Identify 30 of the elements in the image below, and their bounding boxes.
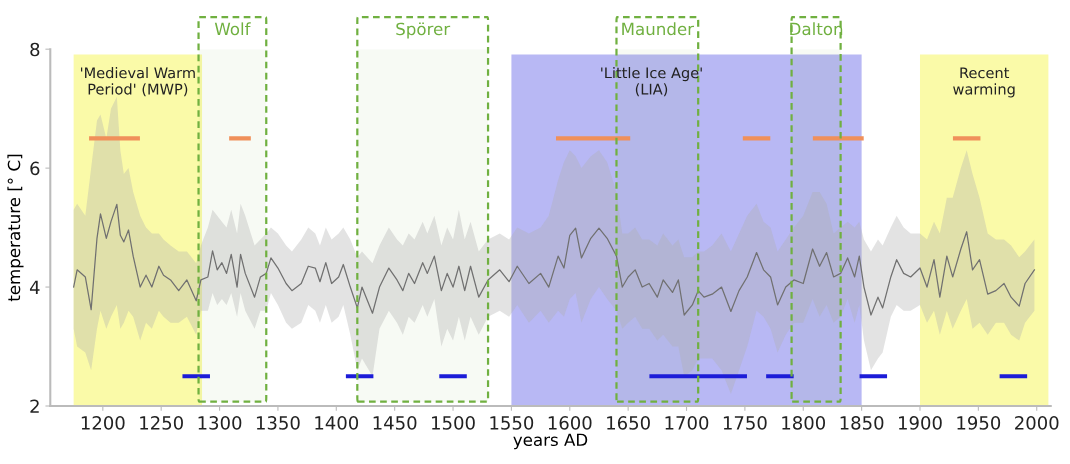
x-tick-label: 2000 [1015, 416, 1059, 430]
band-label: Spörer [396, 22, 451, 39]
x-tick-label: 1550 [490, 416, 534, 430]
x-tick-label: 1650 [607, 416, 650, 430]
x-tick-label: 1600 [548, 416, 592, 430]
x-tick-label: 1750 [723, 416, 767, 430]
x-tick-label: 1400 [315, 416, 359, 430]
x-tick-label: 1250 [140, 416, 183, 430]
y-tick-label: 2 [30, 399, 39, 413]
band-label: Recent warming [953, 67, 1015, 98]
y-axis-title: temperature [° C] [7, 154, 24, 302]
band-label: Maunder [622, 22, 695, 36]
x-tick-label: 1850 [840, 416, 884, 430]
x-tick-label: 1200 [81, 416, 125, 430]
band-label: Wolf [214, 22, 251, 36]
y-tick-label: 6 [30, 161, 40, 176]
x-tick-label: 1500 [432, 416, 475, 430]
x-tick-label: 1900 [899, 416, 942, 430]
x-tick-label: 1950 [957, 416, 1001, 430]
y-tick-label: 8 [30, 42, 40, 57]
x-tick-label: 1800 [782, 416, 826, 430]
x-tick-label: 1450 [373, 416, 417, 430]
x-tick-label: 1700 [665, 416, 709, 430]
line-series [73, 203, 1036, 316]
band-label: 'Little Ice Age' (LIA) [601, 67, 702, 97]
band-label: 'Medieval Warm Period' (MWP) [81, 67, 195, 97]
y-tick-label: 4 [29, 280, 40, 294]
x-tick-label: 1300 [198, 416, 242, 430]
x-axis-title: years AD [513, 433, 588, 450]
x-tick-label: 1350 [256, 416, 300, 430]
